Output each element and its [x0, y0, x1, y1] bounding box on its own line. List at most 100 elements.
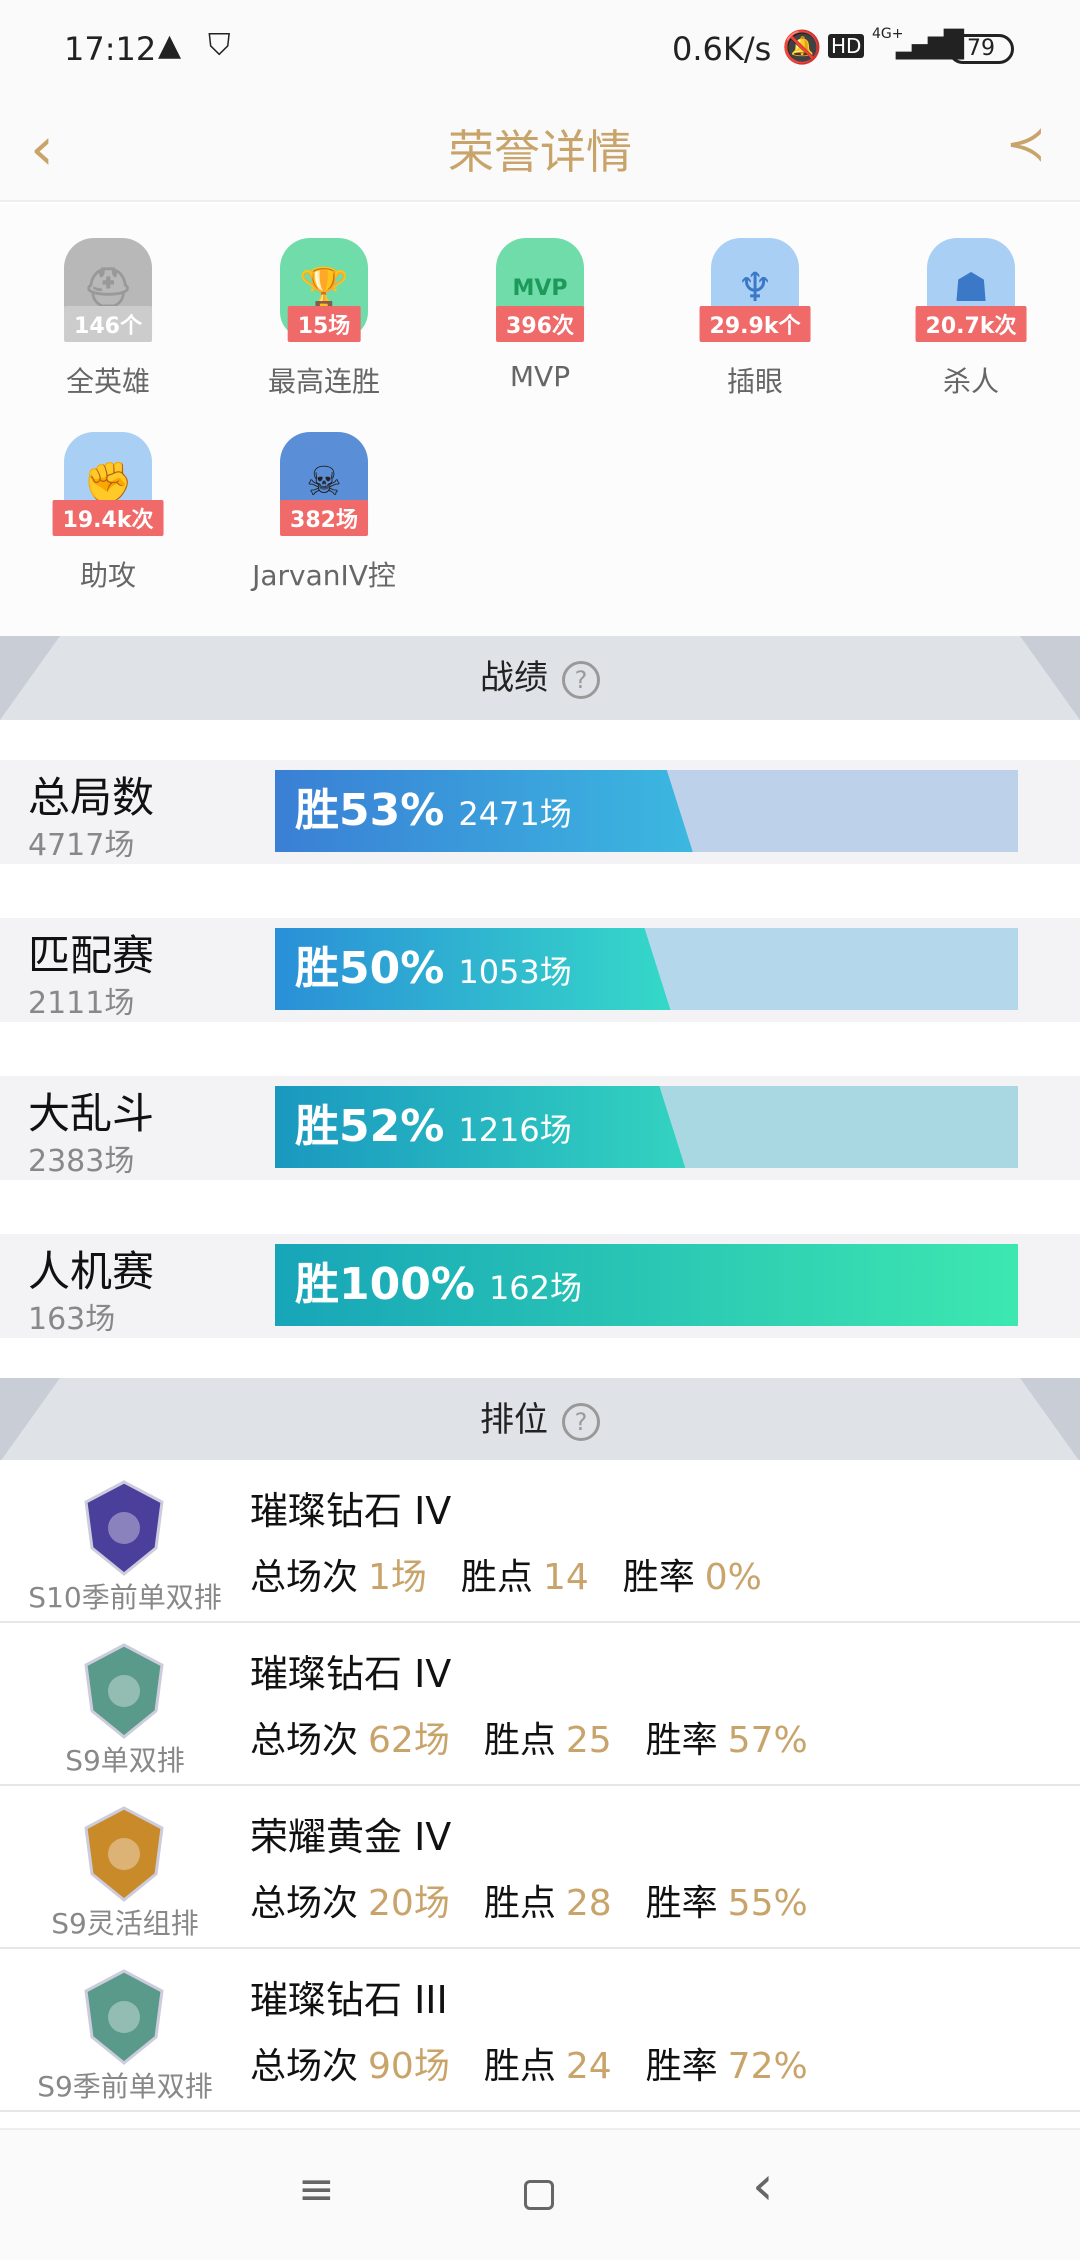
section-title: 排位 — [480, 1400, 548, 1440]
mode-count: 2383场 — [28, 1144, 135, 1179]
games-label: 总场次 — [250, 2046, 359, 2087]
win-rate: 胜50% — [295, 943, 445, 994]
navigation-bar: ≡ ‹ — [0, 2128, 1080, 2260]
points-label: 胜点 — [483, 1720, 556, 1761]
games-value: 20场 — [368, 1883, 450, 1924]
status-bar: 17:12 ▲ ⛉ 0.6K/s 🔕 HD 4G+ ▂▄▆█ 79 — [0, 0, 1080, 94]
rank-tier: 璀璨钻石 IV — [250, 1489, 452, 1533]
win-rate-bar: 胜50% 1053场 — [275, 928, 1018, 1010]
season-label: S9季前单双排 — [37, 2070, 213, 2103]
mvp-icon: MVP 396次 — [496, 238, 584, 342]
badge-2[interactable]: MVP 396次 MVP — [440, 238, 640, 393]
games-value: 90场 — [368, 2046, 450, 2087]
rank-tier: 璀璨钻石 IV — [250, 1652, 452, 1696]
win-rate-fill — [275, 1244, 1018, 1326]
mode-name: 总局数 — [28, 773, 155, 822]
battery-icon: 79 — [948, 34, 1014, 64]
rank-emblem-icon — [78, 1804, 170, 1904]
games-label: 总场次 — [250, 1720, 359, 1761]
helmet-icon: ⛑ 146个 — [64, 238, 152, 342]
win-count: 1216场 — [458, 1111, 572, 1149]
battery-level: 79 — [967, 36, 995, 61]
chevron-left-icon[interactable]: ‹ — [30, 114, 54, 184]
rate-value: 57% — [727, 1720, 808, 1761]
section-title: 战绩 — [480, 658, 548, 698]
network-speed: 0.6K/s — [672, 30, 772, 68]
rank-emblem-icon — [78, 1641, 170, 1741]
season-label: S9单双排 — [65, 1744, 185, 1777]
stat-row[interactable]: 总局数 4717场 胜53% 2471场 — [0, 760, 1080, 864]
shield-icon: ⛉ — [208, 28, 231, 63]
badge-label: 最高连胜 — [267, 365, 380, 398]
menu-icon[interactable]: ≡ — [298, 2164, 335, 2215]
rank-row[interactable]: S9季前单双排 璀璨钻石 III 总场次 90场 胜点 24 胜率 72% — [0, 1949, 1080, 2112]
honor-badges: ⛑ 146个 全英雄 🏆 15场 最高连胜 MVP 396次 MVP ♆ 29.… — [0, 204, 1080, 636]
win-rate-fill — [275, 928, 671, 1010]
rate-label: 胜率 — [645, 1720, 718, 1761]
badge-label: 全英雄 — [65, 365, 150, 398]
season-label: S9灵活组排 — [51, 1907, 199, 1940]
points-label: 胜点 — [483, 2046, 556, 2087]
badge-label: JarvanIV控 — [252, 559, 396, 592]
points-value: 28 — [565, 1883, 612, 1924]
home-icon[interactable] — [524, 2180, 554, 2210]
share-icon[interactable]: ≺ — [1005, 116, 1046, 172]
games-label: 总场次 — [250, 1557, 359, 1598]
win-count: 1053场 — [458, 953, 572, 991]
back-icon[interactable]: ‹ — [752, 2154, 774, 2217]
help-icon[interactable]: ? — [562, 1402, 600, 1441]
stat-row[interactable]: 人机赛 163场 胜100% 162场 — [0, 1234, 1080, 1338]
badge-6[interactable]: ☠ 382场 JarvanIV控 — [224, 432, 424, 594]
badge-label: 杀人 — [942, 365, 999, 398]
win-rate: 胜100% — [295, 1259, 475, 1310]
games-value: 62场 — [368, 1720, 450, 1761]
badge-value: 15场 — [287, 306, 361, 342]
badge-1[interactable]: 🏆 15场 最高连胜 — [224, 238, 424, 400]
win-rate-bar: 胜100% 162场 — [275, 1244, 1018, 1326]
badge-value: 382场 — [280, 500, 368, 536]
win-count: 2471场 — [458, 795, 572, 833]
help-icon[interactable]: ? — [562, 660, 600, 699]
rate-value: 72% — [727, 2046, 808, 2087]
clock: 17:12 — [64, 30, 157, 68]
mode-count: 4717场 — [28, 828, 135, 863]
stat-row[interactable]: 大乱斗 2383场 胜52% 1216场 — [0, 1076, 1080, 1180]
badge-value: 19.4k次 — [52, 500, 164, 536]
win-rate-fill — [275, 1086, 685, 1168]
hd-icon: HD — [828, 34, 865, 58]
stat-row[interactable]: 匹配赛 2111场 胜50% 1053场 — [0, 918, 1080, 1022]
badge-value: 146个 — [64, 306, 152, 342]
badge-4[interactable]: ☗ 20.7k次 杀人 — [871, 238, 1071, 400]
points-label: 胜点 — [483, 1883, 556, 1924]
rate-value: 0% — [704, 1557, 762, 1598]
badge-3[interactable]: ♆ 29.9k个 插眼 — [655, 238, 855, 400]
ward-icon: ♆ 29.9k个 — [699, 238, 811, 342]
rank-row[interactable]: S9灵活组排 荣耀黄金 IV 总场次 20场 胜点 28 胜率 55% — [0, 1786, 1080, 1949]
season-label: S10季前单双排 — [28, 1581, 222, 1614]
rate-label: 胜率 — [645, 2046, 718, 2087]
points-value: 24 — [565, 2046, 612, 2087]
mode-count: 2111场 — [28, 986, 135, 1021]
win-rate-bar: 胜53% 2471场 — [275, 770, 1018, 852]
badge-0[interactable]: ⛑ 146个 全英雄 — [8, 238, 208, 400]
win-rate-bar: 胜52% 1216场 — [275, 1086, 1018, 1168]
points-value: 25 — [565, 1720, 612, 1761]
champion-portrait-icon: ☠ 382场 — [280, 432, 368, 536]
points-label: 胜点 — [460, 1557, 533, 1598]
mode-name: 大乱斗 — [28, 1089, 155, 1138]
badge-value: 29.9k个 — [699, 306, 811, 342]
rate-value: 55% — [727, 1883, 808, 1924]
rank-section-header: 排位? — [0, 1378, 1080, 1462]
win-rate: 胜53% — [295, 785, 445, 836]
fist-icon: ✊ 19.4k次 — [52, 432, 164, 536]
rank-row[interactable]: S10季前单双排 璀璨钻石 IV 总场次 1场 胜点 14 胜率 0% — [0, 1460, 1080, 1623]
page-title: 荣誉详情 — [448, 125, 632, 179]
games-value: 1场 — [368, 1557, 427, 1598]
mode-name: 匹配赛 — [28, 931, 155, 980]
badge-value: 20.7k次 — [915, 306, 1027, 342]
top-bar: ‹ 荣誉详情 ≺ — [0, 94, 1080, 202]
win-rate-fill — [275, 770, 693, 852]
badge-5[interactable]: ✊ 19.4k次 助攻 — [8, 432, 208, 594]
rank-row[interactable]: S9单双排 璀璨钻石 IV 总场次 62场 胜点 25 胜率 57% — [0, 1623, 1080, 1786]
win-rate: 胜52% — [295, 1101, 445, 1152]
